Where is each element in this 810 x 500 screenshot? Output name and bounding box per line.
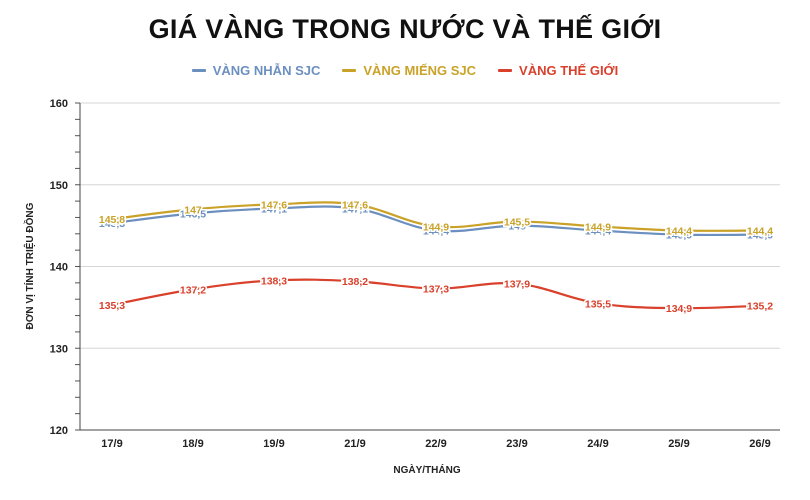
- data-point: [758, 233, 762, 236]
- data-point: [272, 279, 276, 282]
- data-point: [596, 225, 600, 228]
- y-tick-label: 140: [50, 262, 68, 274]
- data-label: 147,1: [261, 203, 287, 215]
- data-point: [515, 224, 519, 227]
- y-axis-title: ĐƠN VỊ TÍNH TRIỆU ĐỒNG: [23, 202, 36, 329]
- data-point: [191, 208, 195, 211]
- data-label: 135,2: [747, 301, 773, 313]
- data-label: 144,9: [585, 221, 611, 233]
- axes: 120 130 140 150 160 17/9 18/9 19/9 21/9 22/9 23/9 2…: [50, 98, 780, 450]
- data-point: [110, 217, 114, 221]
- data-point: [758, 304, 762, 307]
- data-point: [434, 229, 438, 232]
- x-tick-label: 19/9: [263, 438, 284, 450]
- data-point: [272, 203, 276, 206]
- data-label: 134,9: [666, 303, 692, 315]
- data-point: [596, 229, 600, 232]
- data-point: [353, 207, 357, 210]
- legend-item-mieng-sjc: VÀNG MIẾNG SJC: [342, 63, 476, 78]
- data-label: 144,4: [585, 226, 611, 238]
- data-label: 135,3: [99, 300, 125, 312]
- data-label: 144,9: [423, 221, 449, 233]
- data-label: 138,2: [342, 276, 368, 288]
- data-point: [677, 229, 681, 232]
- data-label: 135,5: [585, 298, 611, 310]
- y-tick-label: 130: [50, 343, 68, 355]
- x-tick-label: 21/9: [344, 438, 365, 450]
- x-tick-label: 24/9: [587, 438, 608, 450]
- data-label: 147,6: [342, 199, 368, 211]
- data-point: [110, 221, 114, 225]
- x-tick-label: 22/9: [425, 438, 446, 450]
- chart-title: GIÁ VÀNG TRONG NƯỚC VÀ THẾ GIỚI: [148, 14, 662, 44]
- data-label: 144,4: [666, 226, 692, 238]
- x-tick-label: 17/9: [101, 438, 122, 450]
- data-label: 145,5: [504, 217, 530, 229]
- x-axis-title: NGÀY/THÁNG: [393, 463, 460, 476]
- gridlines: [80, 102, 780, 431]
- x-tick-label: 23/9: [506, 438, 527, 450]
- data-point: [596, 302, 600, 305]
- chart-legend: VÀNG NHẪN SJC VÀNG MIẾNG SJC VÀNG THẾ GI…: [0, 63, 810, 78]
- data-point: [677, 233, 681, 236]
- data-label: 147,6: [261, 199, 287, 211]
- x-tick-label: 18/9: [182, 438, 203, 450]
- data-point: [353, 203, 357, 206]
- legend-label: VÀNG MIẾNG SJC: [363, 63, 477, 78]
- y-tick-label: 150: [50, 180, 68, 192]
- data-point: [110, 303, 114, 307]
- x-tick-label: 25/9: [668, 438, 689, 450]
- data-point: [272, 207, 276, 210]
- data-point: [353, 280, 357, 283]
- data-label: 145,8: [99, 214, 125, 226]
- data-label: 146,5: [180, 208, 206, 220]
- legend-label: VÀNG THẾ GIỚI: [519, 63, 619, 78]
- data-label: 138,3: [261, 275, 287, 287]
- legend-swatch: [498, 69, 513, 72]
- legend-item-nhan-sjc: VÀNG NHẪN SJC: [191, 63, 321, 78]
- y-tick-label: 120: [50, 425, 68, 437]
- x-tick-label: 26/9: [749, 438, 770, 450]
- series-lines: [110, 201, 762, 310]
- data-label: 137,3: [423, 284, 449, 296]
- data-label: 137,2: [180, 284, 206, 296]
- y-tick-label: 160: [50, 98, 68, 110]
- data-point: [677, 306, 681, 310]
- data-label: 145,3: [99, 218, 125, 230]
- legend-swatch: [191, 69, 206, 72]
- data-point: [434, 287, 438, 290]
- data-label: 145: [508, 221, 526, 233]
- data-point: [758, 229, 762, 232]
- data-label: 147: [184, 204, 202, 216]
- data-point: [191, 288, 195, 291]
- legend-swatch: [342, 69, 357, 72]
- data-label: 143,9: [666, 230, 692, 242]
- legend-label: VÀNG NHẪN SJC: [212, 63, 321, 78]
- data-label: 144,4: [747, 226, 773, 238]
- legend-item-the-gioi: VÀNG THẾ GIỚI: [498, 63, 618, 78]
- data-point: [515, 282, 519, 285]
- data-point: [434, 225, 438, 228]
- data-label: 144,4: [423, 226, 449, 238]
- data-label: 147,1: [342, 203, 368, 215]
- data-point: [191, 212, 195, 215]
- data-label: 137,9: [504, 279, 530, 291]
- data-label: 143,9: [747, 230, 773, 242]
- data-point: [515, 220, 519, 223]
